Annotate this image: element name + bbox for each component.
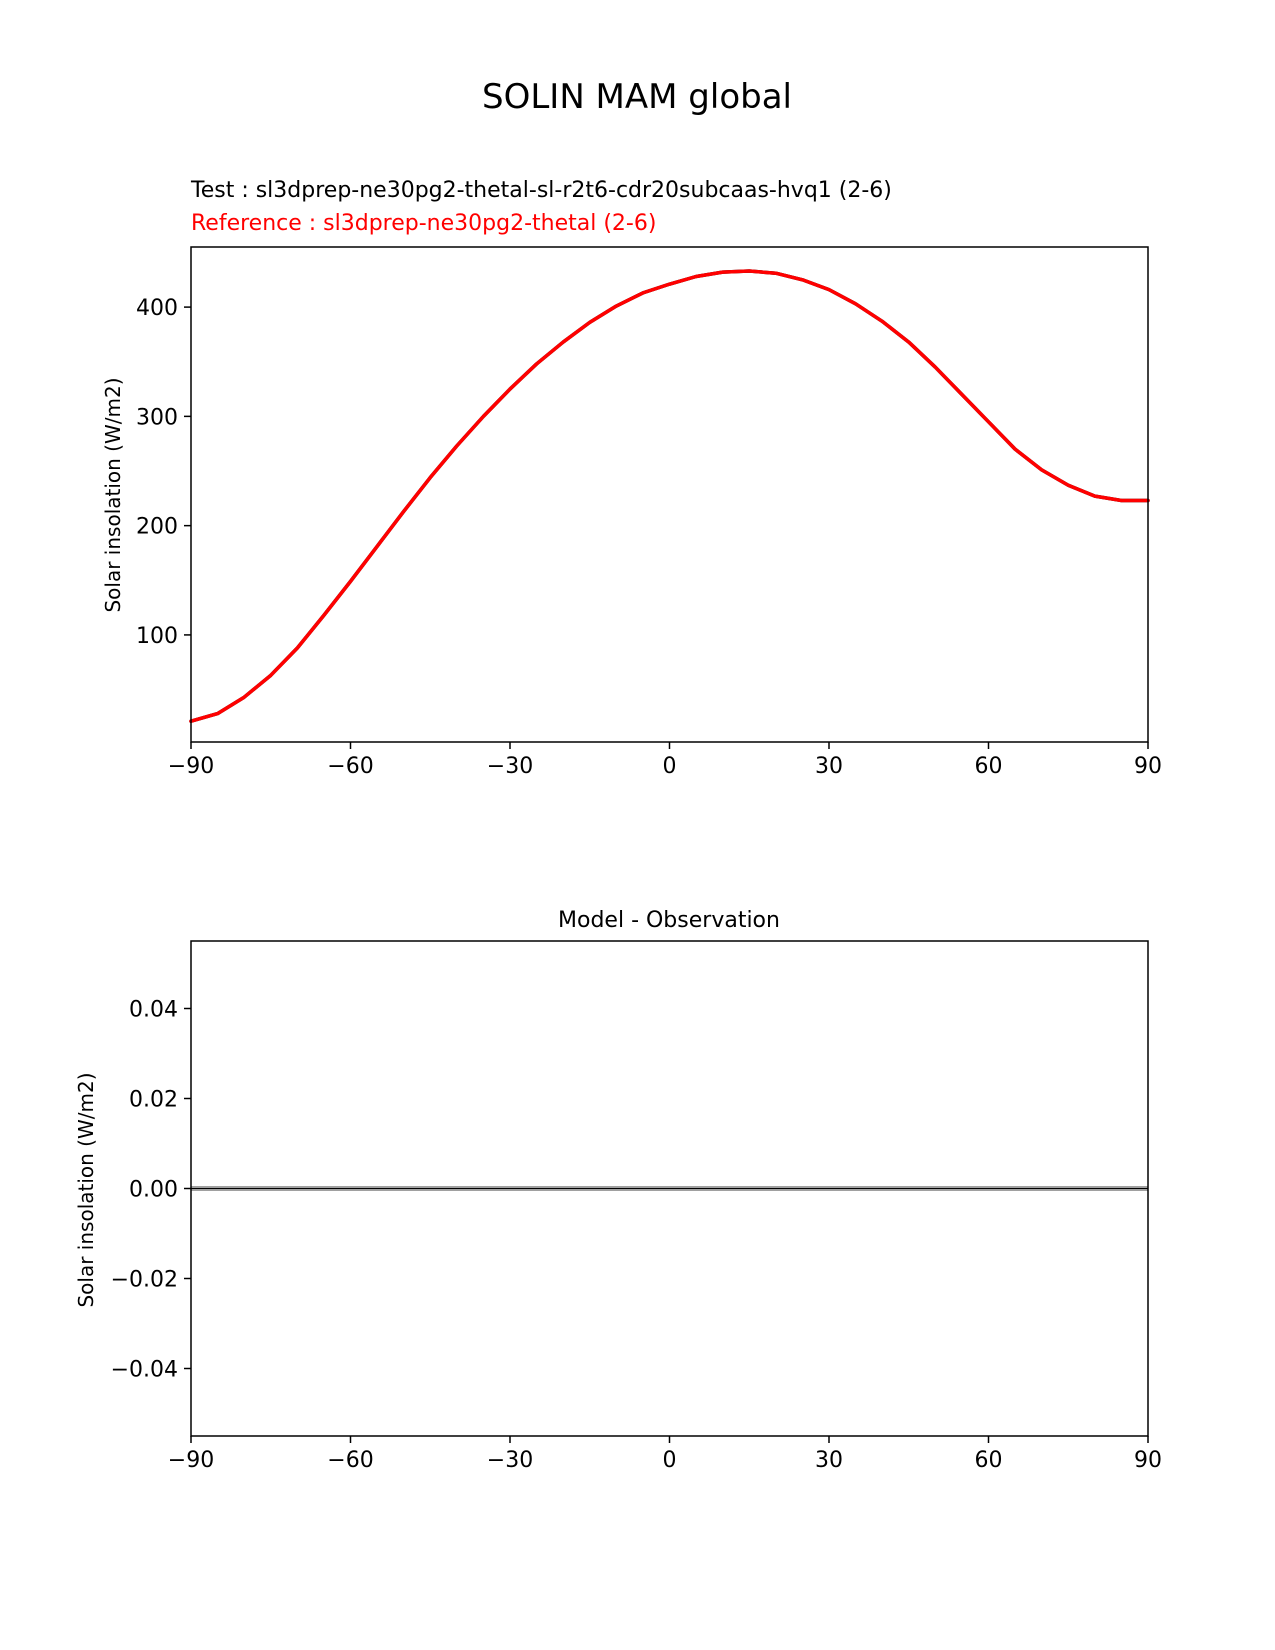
top-xtick-label: 30	[815, 754, 843, 779]
top-panel-ylabel: Solar insolation (W/m2)	[101, 377, 125, 612]
top-ytick-label: 200	[136, 515, 178, 540]
top-panel-plot: −90 −60 −30 0 30 60 90 100 200 300 400	[136, 246, 1162, 779]
top-ytick-label: 100	[136, 624, 178, 649]
diff-ytick-label: 0.00	[129, 1178, 178, 1203]
diff-panel-title: Model - Observation	[558, 908, 780, 933]
top-xtick-label: −90	[168, 754, 214, 779]
diff-xtick-label: −60	[327, 1448, 373, 1473]
diff-ytick-label: −0.04	[111, 1358, 178, 1383]
top-xtick-label: −30	[487, 754, 533, 779]
figure-suptitle: SOLIN MAM global	[482, 77, 792, 117]
diff-xtick-label: 90	[1134, 1448, 1162, 1473]
diff-ytick-label: 0.02	[129, 1088, 178, 1113]
top-xtick-label: −60	[327, 754, 373, 779]
top-series-test	[189, 269, 1150, 723]
diff-xtick-label: −30	[487, 1448, 533, 1473]
top-ytick-label: 300	[136, 405, 178, 430]
diff-xtick-label: −90	[168, 1448, 214, 1473]
top-axes-frame	[190, 246, 1149, 743]
test-label: Test : sl3dprep-ne30pg2-thetal-sl-r2t6-c…	[190, 178, 892, 203]
reference-label: Reference : sl3dprep-ne30pg2-thetal (2-6…	[191, 211, 656, 236]
top-xtick-label: 90	[1134, 754, 1162, 779]
diff-panel-ylabel: Solar insolation (W/m2)	[74, 1072, 98, 1307]
diff-ytick-label: 0.04	[129, 998, 178, 1023]
top-series-reference	[189, 269, 1150, 723]
top-ytick-label: 400	[136, 296, 178, 321]
diff-xtick-label: 0	[663, 1448, 677, 1473]
top-xtick-label: 0	[663, 754, 677, 779]
diff-panel-plot: −90 −60 −30 0 30 60 90 −0.04 −0.02 0.00 0.02 0.04	[111, 940, 1162, 1473]
diff-ytick-label: −0.02	[111, 1268, 178, 1293]
diff-xtick-label: 60	[975, 1448, 1003, 1473]
top-xtick-label: 60	[975, 754, 1003, 779]
diff-xtick-label: 30	[815, 1448, 843, 1473]
